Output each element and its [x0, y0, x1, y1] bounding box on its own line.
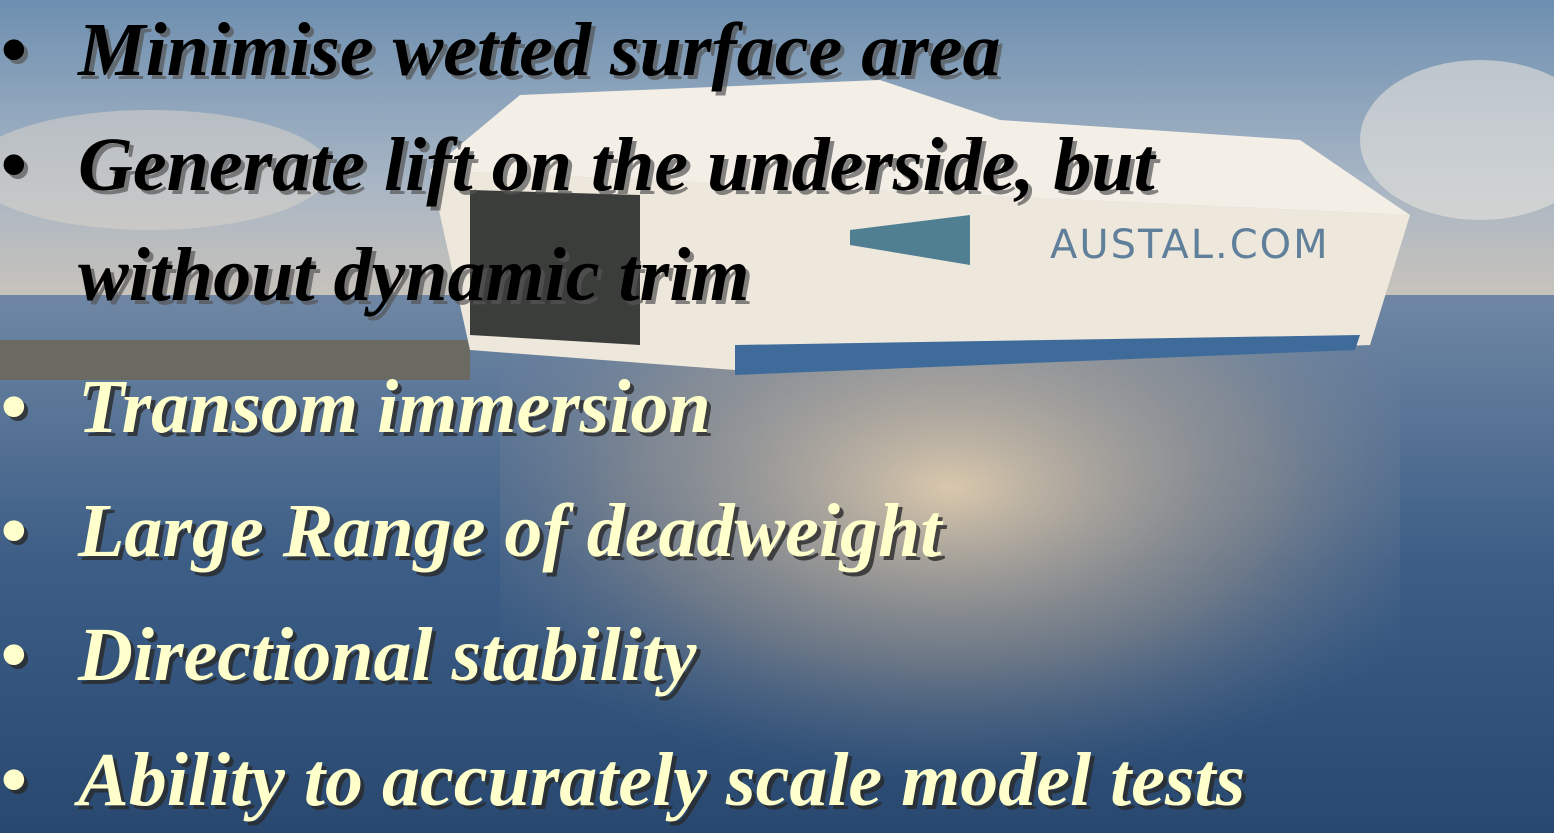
bullet: • — [0, 489, 27, 573]
bullet-text-shadow: Directional stability — [81, 617, 701, 701]
bullet-text: Generate lift on the underside, but — [78, 123, 1158, 207]
ship-hull — [430, 170, 1410, 370]
bullet-text-shadow: Ability to accurately scale model tests — [78, 742, 1249, 826]
bullet-shadow: • — [4, 12, 31, 96]
bullet-shadow: • — [4, 742, 31, 826]
bullet-shadow: • — [4, 617, 31, 701]
bullet-text: Minimise wetted surface area — [77, 8, 1001, 92]
cloud — [1360, 60, 1554, 220]
sun-reflection — [500, 340, 1400, 833]
ship-stern-door — [470, 190, 640, 345]
bullet-text-shadow: Minimise wetted surface area — [81, 12, 1005, 96]
bullet-text-shadow: Large Range of deadweight — [81, 493, 948, 577]
bullet: • — [0, 738, 27, 822]
bullet-text: Ability to accurately scale model tests — [74, 738, 1245, 822]
bullet-text-shadow: Transom immersion — [82, 369, 715, 453]
bullet-text: Large Range of deadweight — [77, 489, 944, 573]
bullet-shadow: • — [4, 493, 31, 577]
cloud — [0, 110, 330, 230]
bullet-text-shadow: without dynamic trim — [82, 237, 753, 321]
bullet-text: without dynamic trim — [78, 233, 749, 317]
ship-stripe — [735, 335, 1360, 375]
bullet-text: Transom immersion — [78, 365, 711, 449]
ship-label: AUSTAL.COM — [1050, 222, 1330, 268]
ship-logo — [850, 215, 970, 265]
ship-superstructure — [430, 80, 1410, 215]
bullet-text-shadow: Generate lift on the underside, but — [82, 127, 1162, 211]
bullet: • — [0, 365, 27, 449]
bullet: • — [0, 123, 27, 207]
bullet-text: Directional stability — [77, 613, 697, 697]
bullet-shadow: • — [4, 369, 31, 453]
bullet: • — [0, 8, 27, 92]
bullet-shadow: • — [4, 127, 31, 211]
bullet: • — [0, 613, 27, 697]
pier — [0, 340, 470, 380]
